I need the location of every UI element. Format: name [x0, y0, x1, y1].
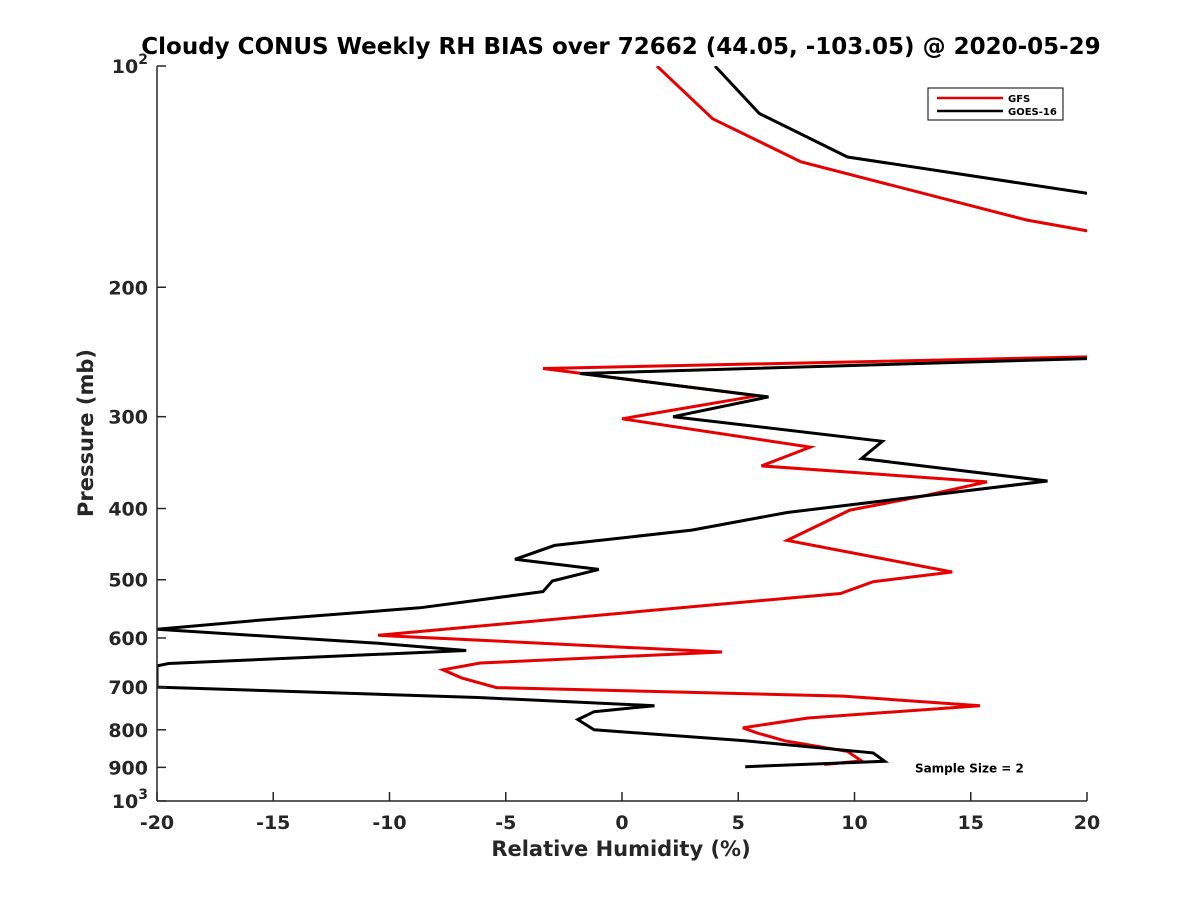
x-tick-label: -20	[140, 812, 174, 834]
x-tick-label: 10	[841, 812, 867, 834]
y-tick-label: 700	[108, 677, 148, 699]
x-tick-label: 20	[1074, 812, 1100, 834]
y-tick-label: 800	[108, 720, 148, 742]
x-tick-label: -5	[495, 812, 516, 834]
y-tick-label: 102	[112, 52, 148, 78]
series-layer	[157, 66, 1087, 769]
annotations: Sample Size = 2	[915, 761, 1024, 775]
x-tick-label: -10	[372, 812, 406, 834]
x-axis-label: Relative Humidity (%)	[491, 837, 750, 861]
legend-box	[927, 87, 1064, 121]
legend: GFS GOES-16	[927, 87, 1064, 121]
x-tick-label: 0	[615, 812, 628, 834]
x-tick-label: 5	[732, 812, 745, 834]
x-ticks: -20 -15 -10 -5 0 5 10 15 20	[140, 792, 1100, 834]
y-ticks: 102 200 300 400 500 600 700 800 900 103	[108, 52, 166, 813]
legend-label-goes-16: GOES-16	[1008, 107, 1057, 118]
x-tick-label: -15	[256, 812, 290, 834]
y-tick-label: 900	[108, 757, 148, 779]
y-tick-label: 103	[112, 787, 148, 813]
y-tick-label: 500	[108, 570, 148, 592]
series-line-gfs	[377, 66, 1087, 766]
chart-title: Cloudy CONUS Weekly RH BIAS over 72662 (…	[141, 34, 1100, 60]
legend-label-gfs: GFS	[1008, 94, 1030, 105]
y-tick-label: 400	[108, 499, 148, 521]
y-axis-label: Pressure (mb)	[74, 349, 98, 517]
y-tick-label: 200	[108, 277, 148, 299]
x-tick-label: 15	[958, 812, 984, 834]
y-tick-label: 600	[108, 628, 148, 650]
sample-size-annotation: Sample Size = 2	[915, 761, 1024, 775]
y-tick-label: 300	[108, 407, 148, 429]
series-line-goes-16	[157, 66, 1087, 769]
